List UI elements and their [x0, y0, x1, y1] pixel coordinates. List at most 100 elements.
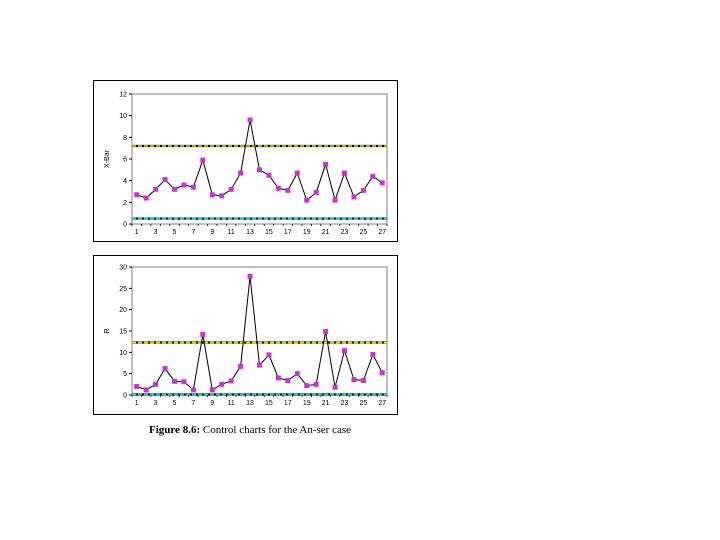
r-ytick-label: 10	[119, 350, 127, 357]
xbar-point	[190, 184, 196, 190]
r-xtick-label: 23	[341, 400, 349, 407]
xbar-xtick-label: 21	[322, 229, 330, 236]
xbar-ytick-label: 8	[123, 135, 127, 142]
r-point	[162, 366, 168, 372]
xbar-point	[162, 177, 168, 183]
r-point	[238, 363, 244, 369]
xbar-ytick-label: 2	[123, 200, 127, 207]
xbar-point	[134, 192, 140, 198]
r-xtick-label: 21	[322, 400, 330, 407]
r-ytick-label: 30	[119, 265, 127, 272]
r-point	[294, 371, 300, 377]
r-point	[370, 351, 376, 357]
xbar-ytick-label: 10	[119, 113, 127, 120]
xbar-point	[257, 167, 262, 173]
xbar-point	[153, 186, 159, 192]
xbar-point	[209, 192, 215, 198]
r-xtick-label: 3	[154, 400, 158, 407]
xbar-point	[351, 194, 357, 200]
r-point	[257, 362, 262, 368]
xbar-point	[294, 170, 300, 176]
r-xtick-label: 13	[246, 400, 254, 407]
r-point	[304, 383, 310, 389]
xbar-point	[238, 170, 244, 176]
figure-caption: Figure 8.6: Control charts for the An-se…	[100, 424, 400, 436]
r-point	[209, 387, 215, 393]
xbar-point	[143, 195, 149, 201]
r-ytick-label: 0	[123, 393, 127, 400]
caption-text: Control charts for the An-ser case	[200, 424, 352, 436]
xbar-point	[266, 172, 272, 178]
xbar-point	[323, 161, 329, 167]
r-xtick-label: 9	[210, 400, 214, 407]
xbar-point	[379, 180, 385, 186]
r-xtick-label: 1	[135, 400, 139, 407]
r-point	[172, 378, 177, 384]
r-point	[153, 381, 159, 387]
xbar-xtick-label: 17	[284, 229, 292, 236]
xbar-xtick-label: 5	[173, 229, 177, 236]
r-xtick-label: 11	[228, 400, 235, 407]
xbar-point	[304, 197, 310, 203]
xbar-point	[313, 190, 319, 196]
r-point	[313, 381, 319, 387]
xbar-xtick-label: 7	[191, 229, 195, 236]
r-series-line	[136, 276, 383, 391]
xbar-xtick-label: 9	[210, 229, 214, 236]
r-ytick-label: 20	[119, 307, 127, 314]
xbar-xtick-label: 23	[341, 229, 349, 236]
r-ytick-label: 15	[119, 329, 127, 336]
r-point	[360, 377, 366, 383]
caption-label: Figure 8.6:	[148, 424, 201, 436]
xbar-point	[285, 187, 291, 193]
r-ytick-label: 25	[119, 286, 127, 293]
r-ytick-label: 5	[123, 371, 127, 378]
xbar-point	[219, 193, 225, 199]
xbar-point	[360, 187, 366, 193]
xbar-xtick-label: 3	[154, 229, 158, 236]
r-point	[266, 352, 272, 358]
r-xtick-label: 5	[173, 400, 177, 407]
r-chart: 0 5 10 15 20 25 30 R 1 3 5 7 9 11 13 15 17 19 21 23 25 27	[93, 255, 398, 415]
xbar-xtick-label: 27	[378, 229, 386, 236]
xbar-point	[228, 186, 234, 192]
xbar-point	[275, 185, 281, 191]
xbar-xtick-label: 1	[135, 229, 139, 236]
xbar-ytick-label: 0	[123, 222, 127, 229]
r-xtick-label: 19	[303, 400, 311, 407]
xbar-ytick-label: 6	[123, 157, 127, 164]
xbar-point	[247, 117, 253, 123]
r-point	[323, 328, 329, 334]
xbar-point	[370, 173, 376, 179]
r-xtick-label: 27	[378, 400, 386, 407]
r-point	[351, 377, 357, 383]
xbar-xtick-label: 15	[265, 229, 273, 236]
r-point	[219, 381, 225, 387]
r-point	[379, 370, 385, 376]
xbar-xtick-label: 19	[303, 229, 311, 236]
xbar-xtick-label: 25	[359, 229, 367, 236]
r-ylabel: R	[104, 328, 111, 333]
xbar-ylabel: X-Bar	[104, 149, 111, 168]
r-point	[285, 377, 291, 383]
r-point	[247, 273, 253, 279]
r-point	[190, 387, 196, 393]
r-xtick-label: 25	[359, 400, 367, 407]
r-xtick-label: 7	[191, 400, 195, 407]
xbar-xtick-label: 11	[228, 229, 235, 236]
xbar-point	[181, 182, 187, 188]
r-point	[228, 378, 234, 384]
r-point	[332, 384, 338, 390]
xbar-point	[172, 186, 177, 192]
xbar-ytick-label: 4	[123, 178, 127, 185]
r-point	[134, 383, 140, 389]
xbar-chart: 0 2 4 6 8 10 12 X-Bar 1 3 5 7 9 11 13 15 17 19 21 23 25 27	[93, 80, 398, 242]
r-point	[342, 348, 347, 354]
r-xtick-label: 15	[265, 400, 273, 407]
r-xtick-label: 17	[284, 400, 292, 407]
xbar-ytick-label: 12	[119, 92, 127, 99]
r-point	[200, 331, 206, 337]
r-point	[181, 379, 187, 385]
